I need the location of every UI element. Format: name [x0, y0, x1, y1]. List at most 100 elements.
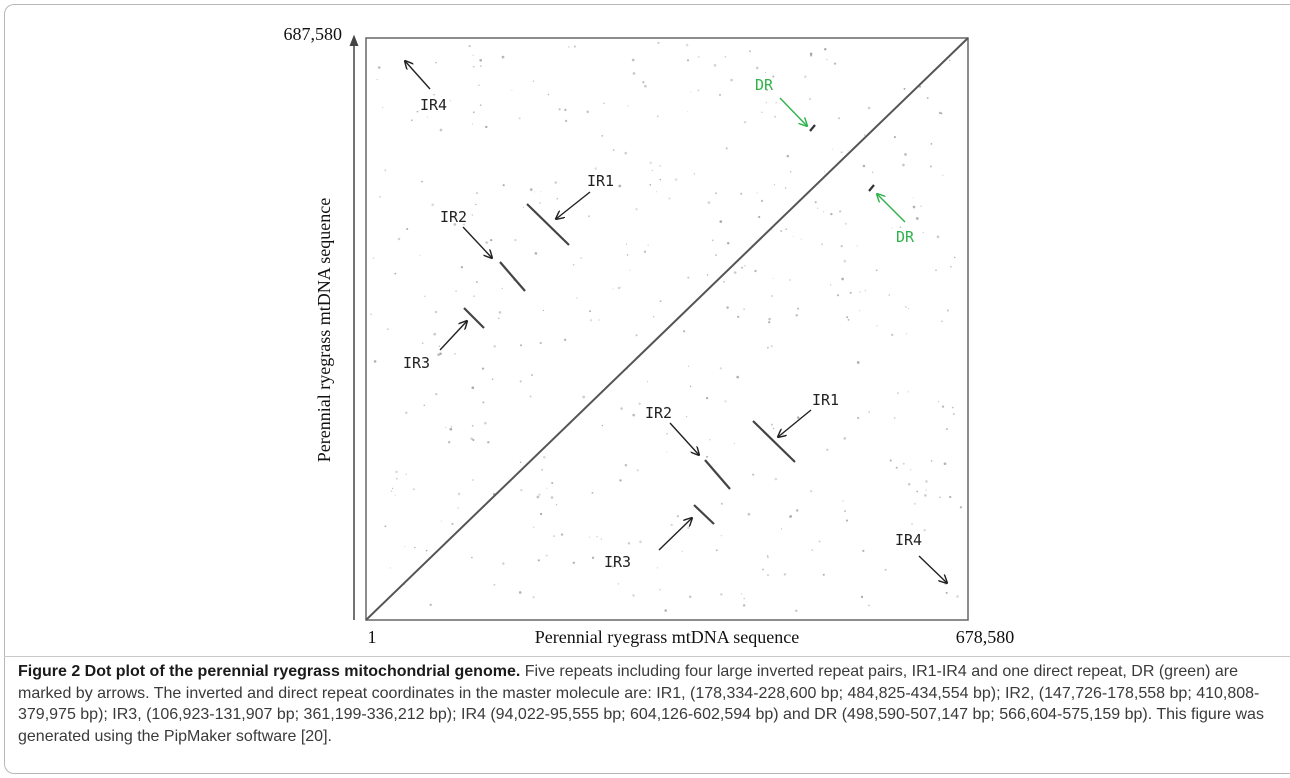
- background-dot: [629, 269, 631, 271]
- background-dot: [431, 203, 434, 206]
- background-dot: [473, 295, 475, 297]
- background-dot: [421, 342, 424, 345]
- background-dot: [902, 163, 905, 167]
- background-dot: [737, 315, 740, 319]
- background-dot: [659, 165, 662, 167]
- background-dot: [538, 493, 541, 496]
- background-dot: [740, 593, 743, 595]
- background-dot: [434, 310, 438, 314]
- background-dot: [649, 161, 652, 164]
- background-dot: [519, 461, 522, 464]
- background-dot: [497, 317, 500, 320]
- arrow-ir3-bottom: [658, 518, 692, 551]
- background-dot: [809, 489, 813, 493]
- background-dot: [804, 75, 807, 79]
- background-dot: [744, 264, 746, 267]
- label-ir4-bottom: IR4: [895, 531, 922, 549]
- background-dot: [603, 102, 605, 105]
- background-dot: [697, 89, 700, 92]
- background-dot: [766, 346, 769, 349]
- background-dot: [826, 448, 829, 451]
- background-dot: [624, 151, 628, 155]
- background-dot: [795, 609, 798, 613]
- arrow-ir4-top: [405, 61, 431, 90]
- background-dot: [809, 52, 813, 56]
- background-dot: [560, 533, 564, 536]
- background-dot: [502, 184, 505, 187]
- background-dot: [823, 170, 826, 173]
- background-dot: [774, 115, 777, 118]
- background-dot: [665, 406, 668, 409]
- background-dot: [772, 427, 775, 430]
- background-dot: [720, 534, 723, 537]
- background-dot: [925, 489, 927, 491]
- background-dot: [959, 506, 963, 509]
- background-dot: [491, 378, 494, 381]
- background-dot: [743, 597, 745, 600]
- background-dot: [617, 286, 621, 290]
- background-dot: [455, 290, 458, 293]
- background-dot: [800, 238, 802, 240]
- background-dot: [682, 330, 686, 333]
- arrow-ir1-bottom: [778, 409, 812, 437]
- background-dot: [386, 328, 389, 330]
- background-dot: [743, 120, 747, 124]
- background-dot: [370, 313, 373, 316]
- background-dot: [541, 468, 543, 471]
- background-dot: [501, 55, 505, 59]
- background-dot: [558, 108, 561, 111]
- background-dot: [915, 217, 919, 220]
- background-dot: [601, 135, 604, 137]
- background-dot: [639, 540, 642, 544]
- repeat-ir3-lower: [693, 504, 715, 525]
- background-dot: [520, 489, 523, 492]
- background-dot: [553, 535, 555, 537]
- background-dot: [514, 239, 517, 241]
- background-dot: [598, 319, 600, 321]
- background-dot: [600, 538, 603, 540]
- background-dot: [772, 277, 774, 279]
- background-dot: [936, 235, 940, 239]
- background-dot: [373, 360, 377, 363]
- background-dot: [726, 242, 730, 245]
- background-dot: [586, 110, 589, 114]
- background-dot: [935, 269, 937, 272]
- background-dot: [840, 151, 843, 154]
- background-dot: [490, 238, 493, 242]
- background-dot: [419, 254, 421, 256]
- background-dot: [715, 192, 717, 195]
- repeat-ir3-upper: [463, 307, 485, 329]
- background-dot: [395, 470, 398, 474]
- background-dot: [471, 386, 475, 390]
- y-axis-arrowhead: [349, 34, 359, 47]
- background-dot: [904, 153, 907, 156]
- background-dot: [945, 591, 948, 594]
- background-dot: [783, 573, 787, 576]
- background-dot: [681, 550, 683, 552]
- background-dot: [946, 309, 950, 312]
- background-dot: [426, 116, 429, 118]
- background-dot: [501, 287, 503, 290]
- background-dot: [453, 223, 457, 226]
- background-dot: [457, 507, 459, 509]
- background-dot: [942, 174, 944, 176]
- background-dot: [596, 536, 598, 538]
- background-dot: [912, 197, 914, 199]
- background-dot: [468, 44, 471, 48]
- background-dot: [529, 188, 533, 191]
- background-dot: [478, 84, 480, 86]
- background-dot: [484, 421, 487, 425]
- background-dot: [719, 220, 723, 223]
- background-dot: [830, 212, 833, 216]
- background-dot: [433, 93, 435, 96]
- background-dot: [656, 567, 659, 569]
- background-dot: [686, 416, 688, 418]
- background-dot: [384, 169, 387, 172]
- background-dot: [904, 305, 907, 308]
- background-dot: [687, 365, 690, 367]
- background-dot: [449, 427, 453, 431]
- background-dot: [532, 80, 535, 82]
- background-dot: [709, 439, 711, 441]
- background-dot: [689, 385, 692, 387]
- background-dot: [868, 411, 870, 413]
